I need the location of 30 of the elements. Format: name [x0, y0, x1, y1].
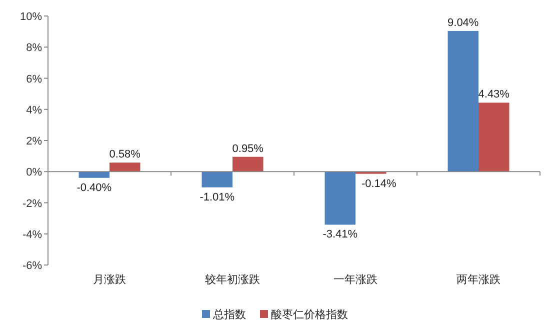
data-label: -1.01% — [200, 191, 235, 204]
y-tick-label: 2% — [26, 136, 42, 148]
legend-label: 总指数 — [212, 308, 246, 321]
x-tick-label: 一年涨跌 — [334, 274, 378, 286]
bar — [448, 30, 478, 172]
bar — [324, 172, 356, 225]
bar — [110, 162, 140, 172]
y-tick-label: -2% — [22, 198, 42, 210]
bar — [78, 172, 110, 178]
y-tick-label: 10% — [20, 11, 42, 23]
x-tick-label: 两年涨跌 — [456, 274, 500, 286]
y-tick-label: 8% — [26, 42, 42, 54]
data-label: 4.43% — [478, 88, 510, 101]
y-tick-label: 0% — [26, 166, 42, 179]
data-label: 0.95% — [232, 142, 264, 155]
x-tick-label: 月涨跌 — [93, 274, 126, 286]
bar — [478, 102, 510, 172]
x-tick-label: 较年初涨跌 — [205, 273, 260, 286]
data-label: -0.40% — [76, 182, 112, 194]
y-tick-label: -4% — [22, 228, 42, 241]
bar — [232, 156, 264, 172]
data-label: -3.41% — [322, 228, 358, 241]
y-tick-label: 4% — [26, 104, 42, 116]
bar — [202, 172, 232, 188]
y-tick-label: -6% — [22, 260, 42, 272]
legend-label: 酸枣仁价格指数 — [271, 308, 348, 321]
data-label: 0.58% — [109, 148, 141, 161]
y-tick-label: 6% — [26, 73, 42, 86]
data-label: 9.04% — [448, 16, 479, 29]
data-label: -0.14% — [361, 178, 397, 190]
